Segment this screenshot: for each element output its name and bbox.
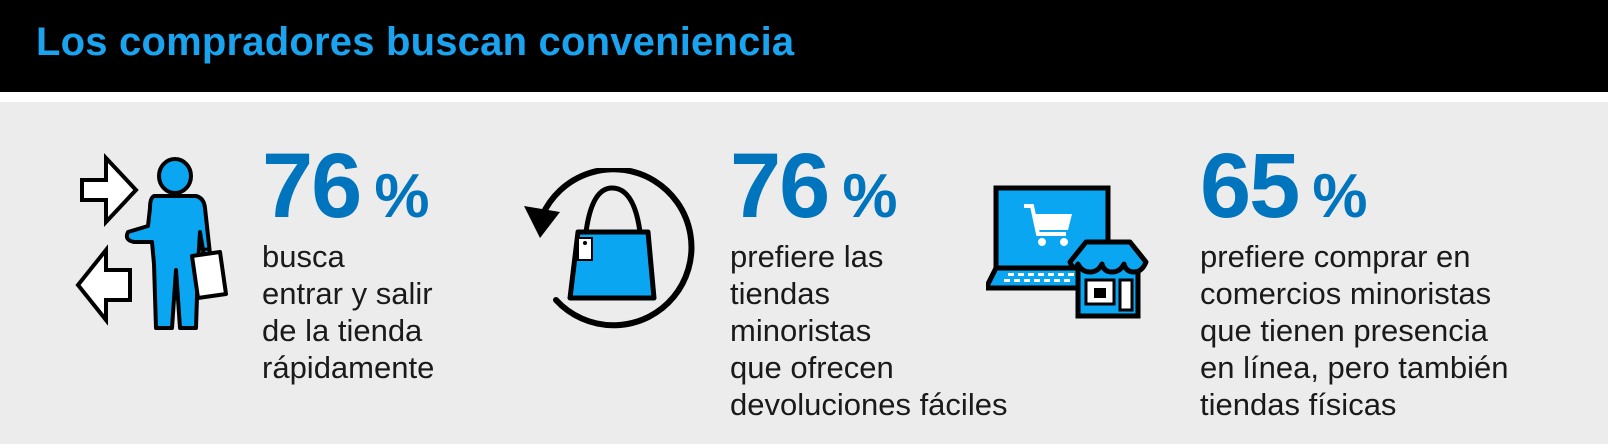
header-bar: Los compradores buscan conveniencia: [0, 0, 1608, 92]
stat-percentage: 76%: [262, 140, 434, 232]
storefront-icon: [1067, 239, 1149, 319]
laptop-store-icon: [986, 185, 1149, 319]
stat-percentage: 76%: [730, 140, 1007, 232]
stat-description: busca entrar y salir de la tienda rápida…: [262, 239, 435, 385]
shopping-bag-return-icon: [524, 168, 695, 329]
page-title: Los compradores buscan conveniencia: [36, 20, 795, 64]
stat-description: prefiere comprar en comercios minoristas…: [1200, 239, 1509, 422]
shopping-cart-icon: [1024, 204, 1072, 246]
stat-block: 76% busca entrar y salir de la tienda rá…: [262, 140, 434, 386]
stat-percentage: 65%: [1200, 140, 1509, 232]
header-divider: [0, 92, 1608, 102]
percent-symbol: %: [374, 162, 430, 231]
stat-block: 65% prefiere comprar en comercios minori…: [1200, 140, 1509, 423]
stat-description: prefiere las tiendas minoristas que ofre…: [730, 239, 1008, 422]
percent-symbol: %: [842, 162, 898, 231]
stat-value: 76: [730, 135, 830, 237]
stat-value: 65: [1200, 135, 1300, 237]
stat-block: 76% prefiere las tiendas minoristas que …: [730, 140, 1007, 423]
stat-value: 76: [262, 135, 362, 237]
percent-symbol: %: [1312, 162, 1368, 231]
shopper-with-arrows-icon: [75, 152, 228, 330]
